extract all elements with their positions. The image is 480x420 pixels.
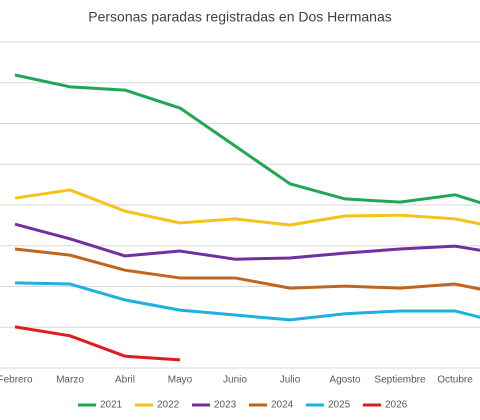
chart-title: Personas paradas registradas en Dos Herm… bbox=[88, 9, 392, 25]
x-tick-label: Abril bbox=[115, 375, 135, 386]
x-tick-label: Octubre bbox=[437, 375, 473, 386]
legend-label: 2025 bbox=[328, 400, 351, 411]
x-tick-label: Julio bbox=[280, 375, 301, 386]
series-line bbox=[14, 247, 480, 291]
legend-label: 2023 bbox=[214, 400, 237, 411]
x-tick-label: Febrero bbox=[0, 375, 33, 386]
series-line bbox=[14, 73, 480, 205]
x-tick-label: Agosto bbox=[329, 375, 361, 386]
x-tick-label: Mayo bbox=[168, 375, 193, 386]
legend-label: 2024 bbox=[271, 400, 294, 411]
x-tick-label: Septiembre bbox=[374, 375, 426, 386]
x-tick-label: Junio bbox=[223, 375, 247, 386]
x-tick-label: Marzo bbox=[56, 375, 84, 386]
legend-label: 2026 bbox=[385, 400, 408, 411]
legend-label: 2021 bbox=[100, 400, 123, 411]
series-line bbox=[14, 188, 480, 227]
series-line bbox=[14, 325, 181, 362]
series-line bbox=[14, 281, 480, 322]
series-line bbox=[14, 222, 480, 261]
legend-label: 2022 bbox=[157, 400, 180, 411]
